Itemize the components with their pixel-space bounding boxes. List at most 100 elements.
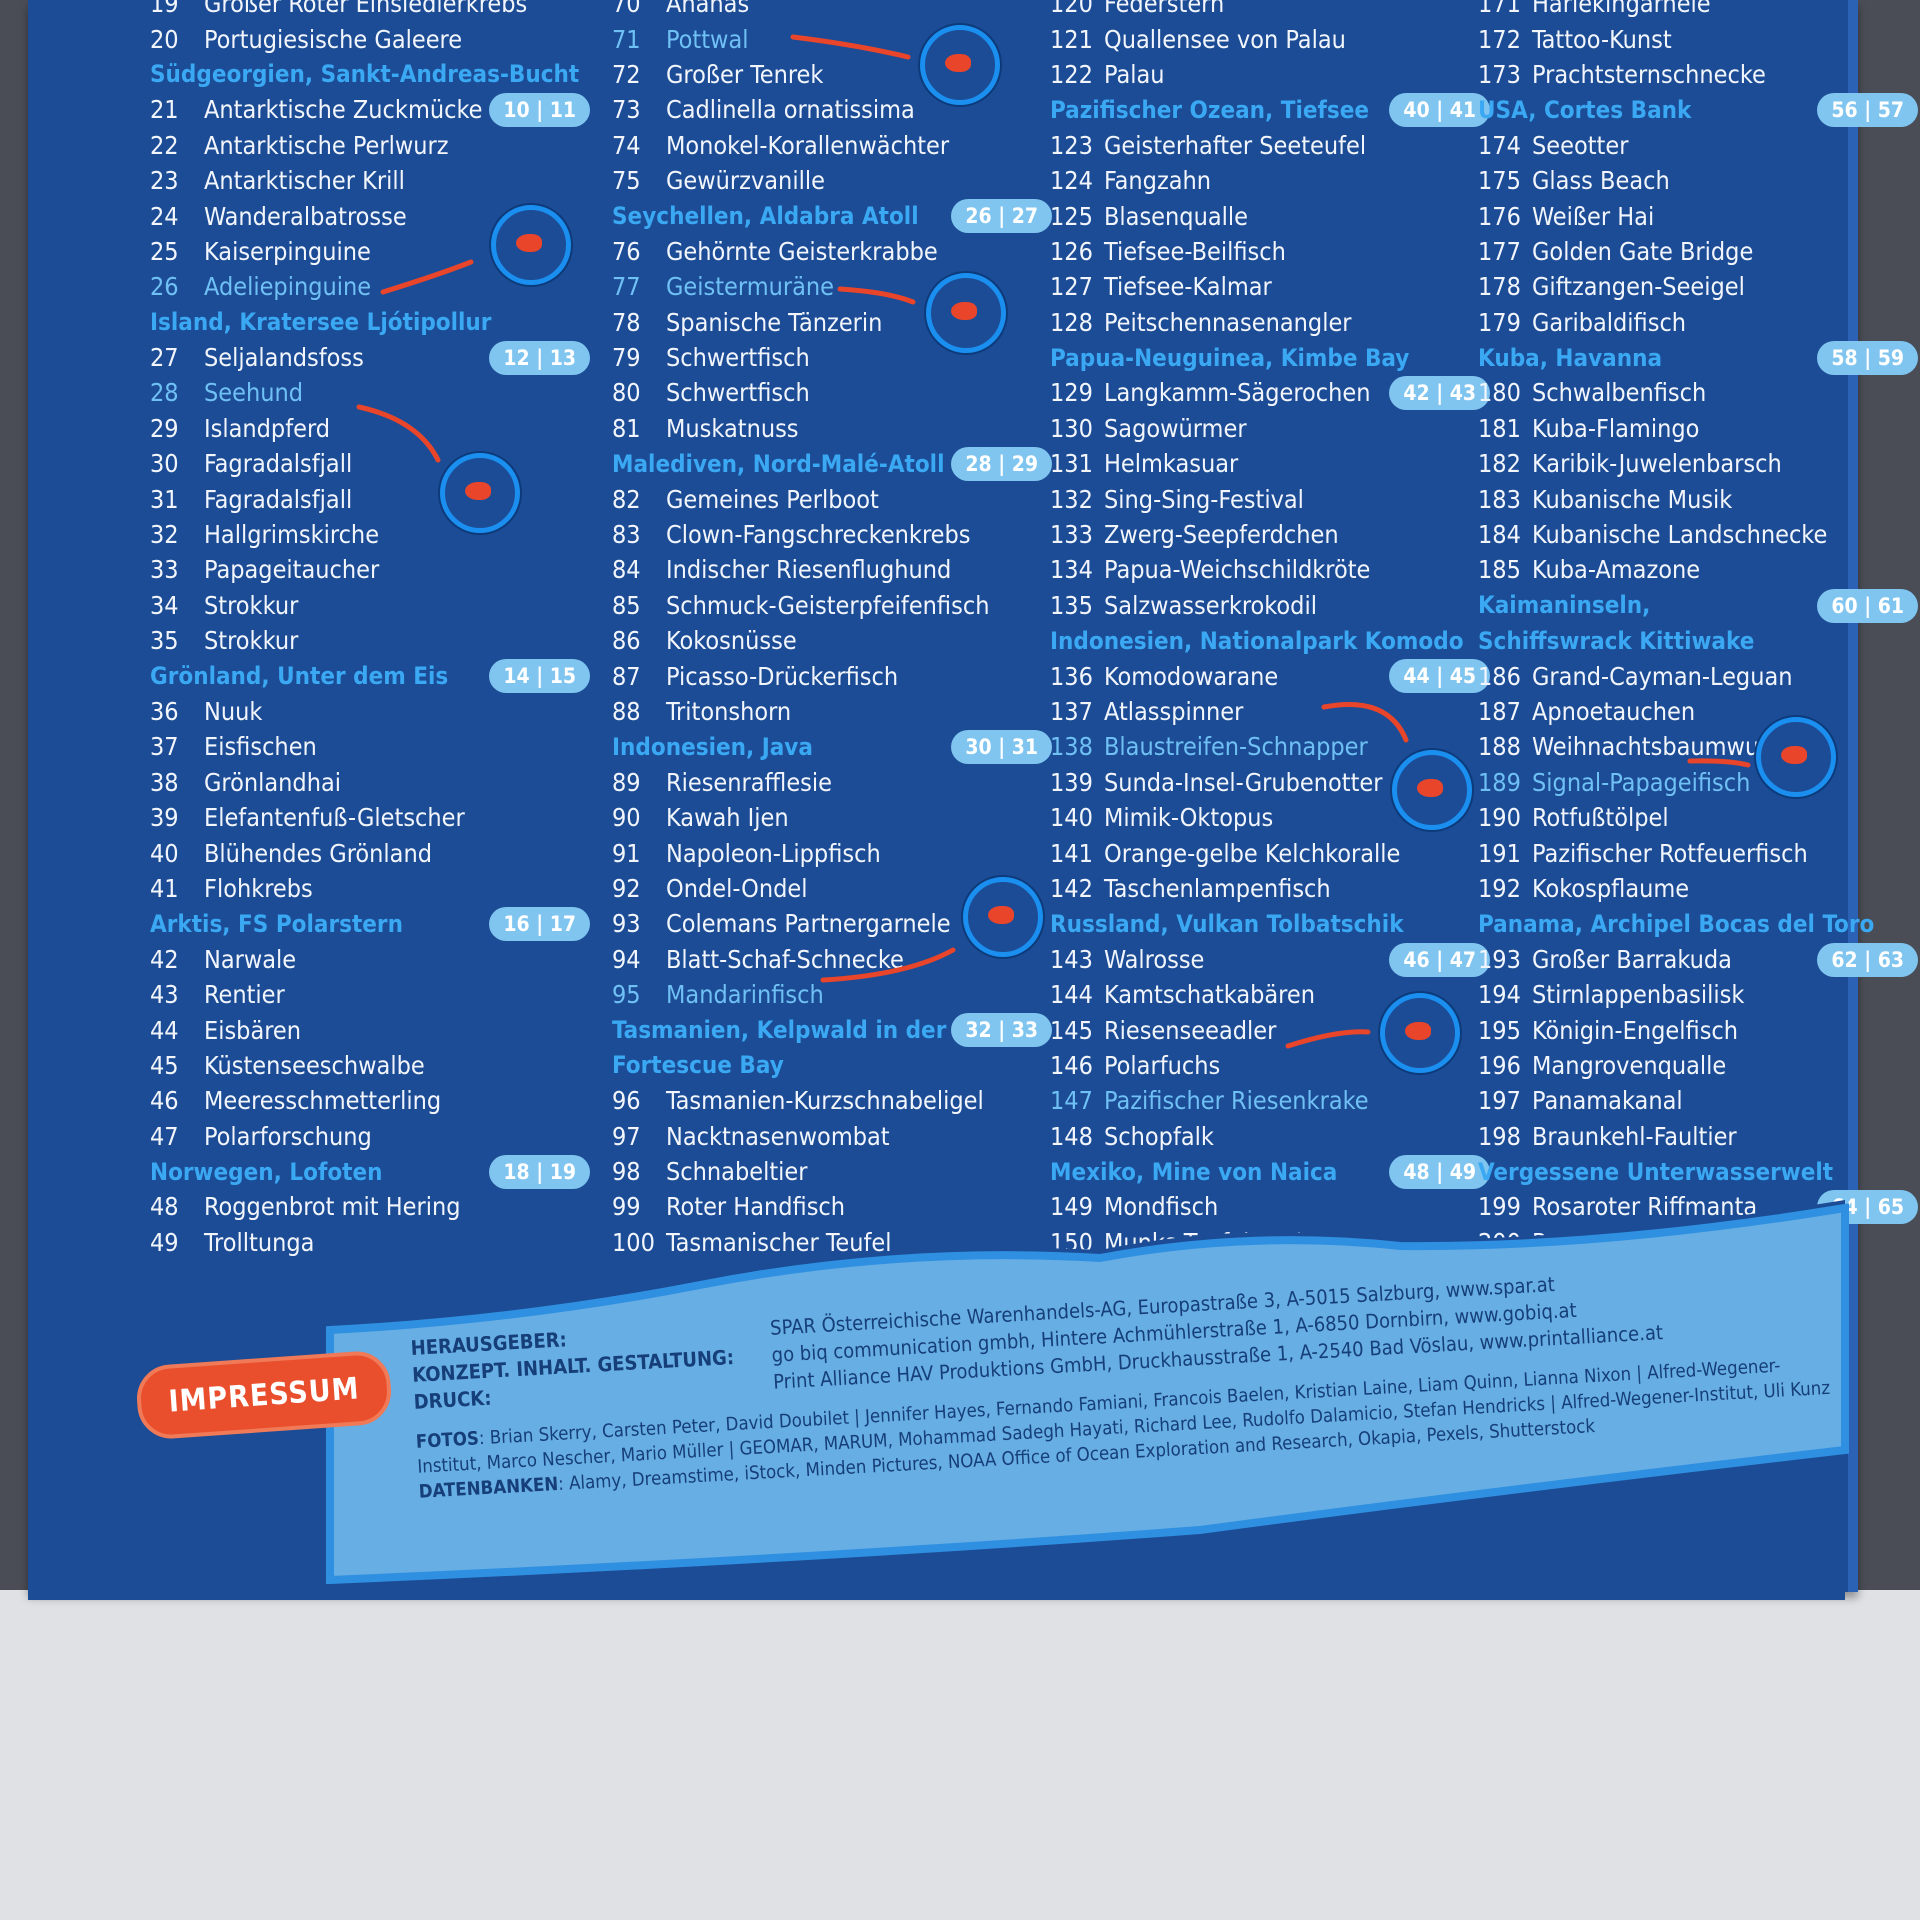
entry-number: 130 (1050, 413, 1093, 443)
entry-label: Pazifischer Rotfeuerfisch (1532, 838, 1808, 868)
index-column-1: 19 Großer Roter Einsiedlerkrebs 20 Portugie… (150, 0, 590, 1260)
index-entry: 84 Indischer Riesenflughund (612, 552, 1052, 587)
entry-label: Geisterhafter Seeteufel (1104, 130, 1367, 160)
entry-number: 32 (150, 520, 179, 550)
entry-label: Garibaldifisch (1532, 307, 1687, 337)
entry-label: Walrosse (1104, 944, 1205, 974)
entry-number: 72 (612, 59, 641, 89)
entry-number: 92 (612, 873, 641, 903)
index-entry: 145 Riesenseeadler (1050, 1012, 1490, 1047)
entry-label: Fagradalsfjall (204, 484, 353, 514)
entry-label: Kawah Ijen (666, 803, 789, 833)
section-header: Pazifischer Ozean, Tiefsee 40 | 41 (1050, 92, 1490, 128)
index-entry: 187 Apnoetauchen (1478, 694, 1918, 729)
entry-label: Komodowarane (1104, 661, 1279, 691)
entry-label: Rosaroter Riffmanta (1532, 1192, 1758, 1222)
entry-label: Grönlandhai (204, 767, 341, 797)
entry-number: 44 (150, 1015, 179, 1045)
entry-number: 40 (150, 838, 179, 868)
entry-number: 81 (612, 413, 641, 443)
impressum-band (28, 1200, 1849, 1600)
entry-label: Clown-Fangschreckenkrebs (666, 520, 971, 550)
index-entry: 48 Roggenbrot mit Hering (150, 1189, 590, 1224)
page-badge: 62 | 63 (1817, 942, 1918, 977)
entry-label: Salzwasserkrokodil (1104, 590, 1317, 620)
entry-number: 136 (1050, 661, 1093, 691)
section-header: Kaimaninseln, 60 | 61 (1478, 588, 1918, 623)
section-header: Schiffswrack Kittiwake (1478, 623, 1918, 658)
entry-label: Ondel-Ondel (666, 873, 808, 903)
entry-number: 189 (1478, 767, 1521, 797)
entry-label: Langkamm-Sägerochen (1104, 378, 1371, 408)
entry-label: Giftzangen-Seeigel (1532, 272, 1745, 302)
index-entry: 24 Wanderalbatrosse (150, 198, 590, 233)
entry-number: 19 (150, 0, 179, 19)
entry-label: Geistermuräne (666, 272, 834, 302)
section-header: Papua-Neuguinea, Kimbe Bay (1050, 340, 1490, 375)
entry-label: Karibik-Juwelenbarsch (1532, 449, 1782, 479)
entry-label: Ananas (666, 0, 750, 19)
entry-label: Napoleon-Lippfisch (666, 838, 881, 868)
page-badge: 16 | 17 (489, 907, 590, 942)
entry-number: 28 (150, 378, 179, 408)
entry-number: 31 (150, 484, 179, 514)
entry-label: Kokosnüsse (666, 626, 797, 656)
entry-number: 96 (612, 1086, 641, 1116)
entry-number: 90 (612, 803, 641, 833)
section-title: Papua-Neuguinea, Kimbe Bay (1050, 343, 1410, 372)
section-header: Seychellen, Aldabra Atoll 26 | 27 (612, 198, 1052, 234)
entry-number: 180 (1478, 378, 1521, 408)
entry-label: Eisfischen (204, 732, 317, 762)
entry-number: 35 (150, 626, 179, 656)
index-entry: 175 Glass Beach (1478, 163, 1918, 198)
section-header: Russland, Vulkan Tolbatschik (1050, 906, 1490, 941)
entry-number: 191 (1478, 838, 1521, 868)
index-entry: 198 Braunkehl-Faultier (1478, 1119, 1918, 1154)
entry-label: Orange-gelbe Kelchkoralle (1104, 838, 1401, 868)
entry-number: 80 (612, 378, 641, 408)
entry-label: Helmkasuar (1104, 449, 1239, 479)
index-entry: 36 Nuuk (150, 694, 590, 729)
entry-label: Küstenseeschwalbe (204, 1050, 425, 1080)
index-entry: 149 Mondfisch (1050, 1189, 1490, 1224)
entry-number: 25 (150, 236, 179, 266)
entry-label: Braunkehl-Faultier (1532, 1121, 1737, 1151)
entry-label: Sunda-Insel-Grubenotter (1104, 767, 1383, 797)
entry-label: Tasmanien-Kurzschnabeligel (666, 1086, 984, 1116)
index-entry: 44 Eisbären (150, 1012, 590, 1047)
index-entry: 174 Seeotter (1478, 128, 1918, 163)
entry-number: 178 (1478, 272, 1521, 302)
arrow-icon (790, 34, 911, 60)
entry-number: 93 (612, 909, 641, 939)
index-entry: 97 Nacktnasenwombat (612, 1119, 1052, 1154)
index-entry: 179 Garibaldifisch (1478, 305, 1918, 340)
index-entry: 142 Taschenlampenfisch (1050, 871, 1490, 906)
index-entry: 121 Quallensee von Palau (1050, 21, 1490, 56)
entry-label: Palau (1104, 59, 1165, 89)
fish-marker-icon (491, 205, 571, 285)
entry-label: Nuuk (204, 697, 263, 726)
entry-label: Pazifischer Riesenkrake (1104, 1086, 1369, 1116)
index-entry: 123 Geisterhafter Seeteufel (1050, 128, 1490, 163)
index-entry: 191 Pazifischer Rotfeuerfisch (1478, 835, 1918, 870)
entry-label: Blatt-Schaf-Schnecke (666, 944, 904, 974)
entry-number: 73 (612, 95, 641, 125)
entry-number: 194 (1478, 980, 1521, 1010)
entry-label: Königin-Engelfisch (1532, 1015, 1739, 1045)
index-entry: 180 Schwalbenfisch (1478, 375, 1918, 410)
section-header: Kuba, Havanna 58 | 59 (1478, 340, 1918, 375)
index-entry: 70 Ananas (612, 0, 1052, 21)
fish-marker-icon (926, 273, 1006, 353)
entry-number: 198 (1478, 1121, 1521, 1151)
page-badge: 12 | 13 (489, 340, 590, 375)
index-entry: 92 Ondel-Ondel (612, 871, 1052, 906)
section-header: Mexiko, Mine von Naica 48 | 49 (1050, 1154, 1490, 1189)
index-entry: 197 Panamakanal (1478, 1083, 1918, 1118)
entry-label: Polarforschung (204, 1121, 372, 1151)
section-header: Südgeorgien, Sankt-Andreas-Bucht (150, 57, 590, 92)
index-entry: 134 Papua-Weichschildkröte (1050, 552, 1490, 587)
fotos-label: FOTOS (415, 1428, 480, 1453)
section-header: USA, Cortes Bank 56 | 57 (1478, 92, 1918, 128)
index-entry: 147 Pazifischer Riesenkrake (1050, 1083, 1490, 1118)
entry-number: 49 (150, 1227, 179, 1257)
